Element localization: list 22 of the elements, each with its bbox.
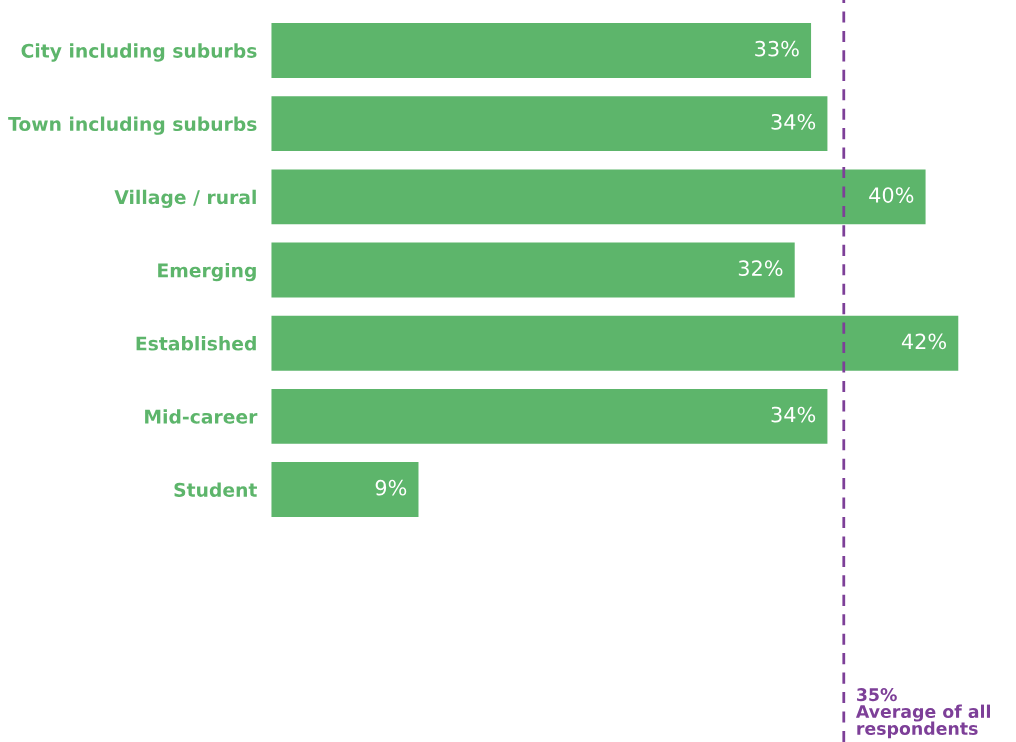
- y-tick-label: Student: [174, 482, 257, 497]
- bar: [271, 96, 828, 152]
- data-label: 34%: [771, 406, 816, 423]
- y-tick-label: Emerging: [158, 262, 256, 282]
- y-tick-label: City including suburbs: [21, 43, 257, 62]
- bar: [271, 23, 812, 78]
- y-tick-label: Village / rural: [114, 189, 256, 209]
- bar: [271, 388, 828, 444]
- data-label: 42%: [901, 333, 947, 350]
- data-label: 9%: [375, 479, 407, 496]
- y-tick-label: Established: [136, 336, 256, 351]
- data-label: 34%: [771, 113, 816, 130]
- y-tick-label: Mid-career: [145, 409, 258, 424]
- bar: [271, 315, 959, 371]
- bar: [271, 169, 926, 225]
- data-label: 33%: [755, 40, 799, 57]
- ref-line-label: 35% Average of all respondents: [855, 688, 990, 739]
- bar: [271, 242, 795, 298]
- y-tick-label: Town including suburbs: [8, 116, 257, 135]
- bar: [271, 462, 419, 517]
- data-label: 32%: [738, 260, 783, 277]
- data-label: 40%: [869, 187, 914, 203]
